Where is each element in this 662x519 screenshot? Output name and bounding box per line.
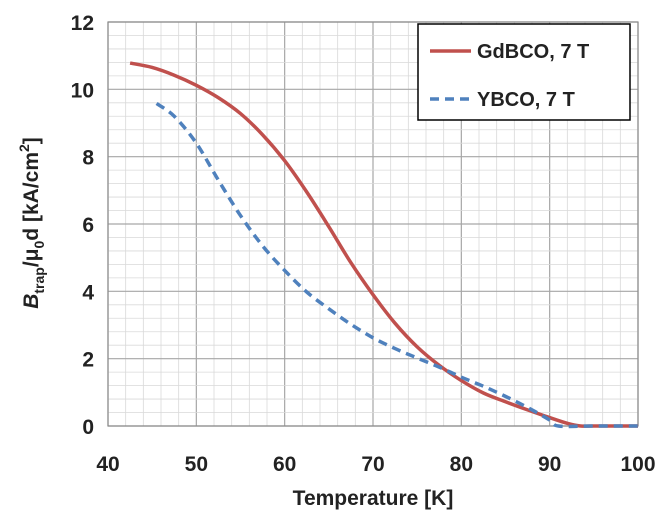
series-layer	[129, 61, 638, 429]
y-axis-title-base: B	[20, 294, 43, 309]
y-tick-label: 6	[82, 214, 94, 237]
x-tick-label: 90	[538, 453, 561, 476]
y-tick-label: 4	[82, 281, 94, 304]
x-tick-label: 60	[273, 453, 296, 476]
x-tick-labels: 40 50 60 70 80 90 100	[96, 453, 655, 476]
x-tick-label: 40	[96, 453, 119, 476]
legend-label-gdbco: GdBCO, 7 T	[477, 41, 589, 63]
y-axis-title-mid: /μ	[20, 248, 43, 267]
y-axis-title-sup: 2	[16, 144, 32, 152]
y-tick-label: 12	[71, 12, 94, 35]
y-tick-labels: 0 2 4 6 8 10 12	[71, 12, 95, 439]
y-axis-title-tail: d [kA/cm	[20, 152, 43, 241]
y-tick-label: 0	[82, 416, 94, 439]
legend-box	[417, 23, 631, 121]
series-line-ybco	[155, 102, 638, 429]
plot-frame	[107, 21, 639, 427]
y-axis-title-sub2: 0	[31, 240, 47, 248]
grid	[107, 21, 639, 427]
y-tick-label: 10	[71, 79, 94, 102]
y-tick-label: 2	[82, 349, 94, 372]
y-axis-title-sub1: trap	[31, 267, 47, 293]
x-tick-label: 50	[185, 453, 208, 476]
legend: GdBCO, 7 T YBCO, 7 T	[417, 23, 631, 121]
x-tick-label: 100	[620, 453, 655, 476]
x-tick-label: 70	[361, 453, 384, 476]
legend-label-ybco: YBCO, 7 T	[477, 89, 575, 111]
series-line-gdbco	[129, 61, 638, 428]
x-tick-label: 80	[450, 453, 473, 476]
y-axis-title: Btrap/μ0d [kA/cm2]	[16, 137, 47, 309]
x-axis-title: Temperature [K]	[293, 487, 454, 510]
y-axis-title-close: ]	[20, 137, 43, 144]
y-tick-label: 8	[82, 147, 94, 170]
